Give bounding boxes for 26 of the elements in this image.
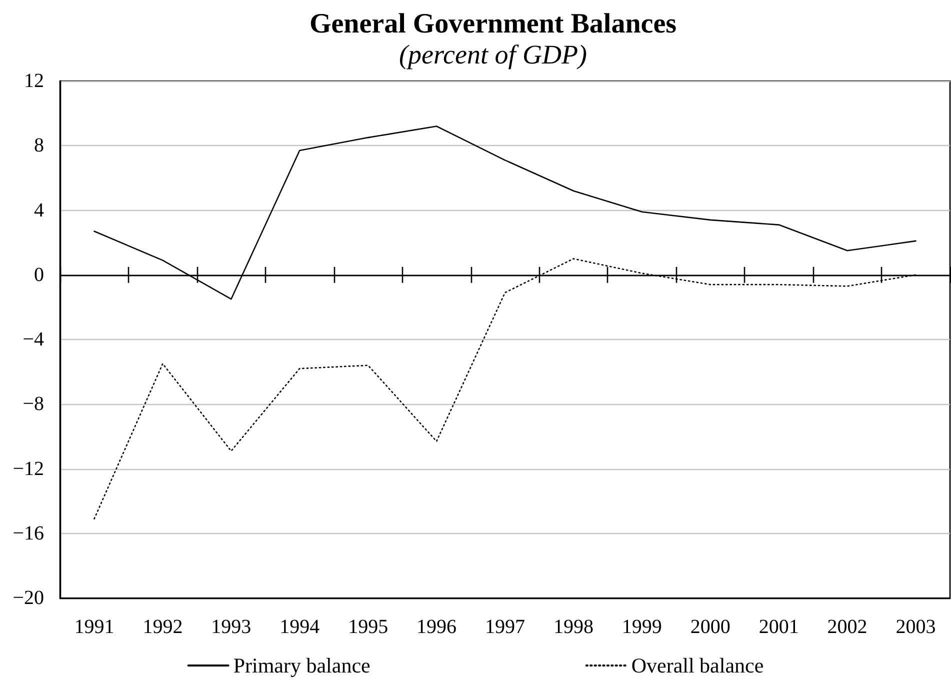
- y-tick-label: 8: [34, 134, 44, 157]
- x-tick-label: 1999: [622, 616, 662, 638]
- y-tick-label: −16: [12, 522, 44, 544]
- legend-label: Overall balance: [631, 654, 764, 678]
- legend-label: Primary balance: [233, 654, 370, 678]
- x-tick-label: 1997: [485, 616, 525, 638]
- x-tick-label: 2002: [827, 616, 868, 638]
- x-tick-label: 1995: [348, 616, 388, 638]
- x-tick-label: 1996: [416, 616, 457, 638]
- y-tick-label: −20: [12, 587, 44, 609]
- y-tick-label: 4: [34, 199, 44, 222]
- x-tick-label: 1998: [553, 616, 594, 638]
- y-tick-label: 0: [34, 264, 44, 286]
- x-tick-label: 2000: [690, 616, 730, 638]
- y-tick-label: −4: [22, 328, 44, 350]
- x-tick-label: 1992: [142, 616, 183, 638]
- chart-title: General Government Balances: [309, 8, 677, 40]
- x-tick-label: 1994: [280, 616, 320, 638]
- x-tick-label: 2003: [896, 616, 936, 638]
- y-tick-label: −12: [12, 458, 44, 480]
- chart-subtitle: (percent of GDP): [399, 40, 587, 70]
- x-tick-label: 1993: [211, 616, 252, 638]
- x-tick-label: 2001: [758, 616, 799, 638]
- y-tick-label: 12: [24, 70, 44, 92]
- y-tick-label: −8: [22, 393, 44, 416]
- x-tick-label: 1991: [74, 616, 114, 638]
